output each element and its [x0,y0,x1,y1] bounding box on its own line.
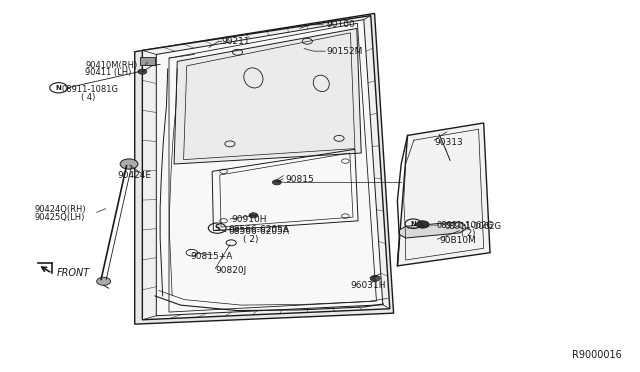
Text: 08911-1081G: 08911-1081G [62,86,119,94]
Text: 90313: 90313 [434,138,463,147]
Circle shape [273,180,282,185]
Text: 90815: 90815 [285,175,314,184]
Polygon shape [135,13,394,324]
Text: R9000016: R9000016 [572,350,621,360]
Circle shape [97,277,111,285]
Text: ( 4): ( 4) [81,93,95,102]
Polygon shape [174,28,361,164]
Text: 90410M(RH): 90410M(RH) [85,61,138,70]
Text: ( 2): ( 2) [243,235,258,244]
Text: 90424E: 90424E [117,170,151,180]
Text: 08566-6205A: 08566-6205A [228,225,290,234]
Polygon shape [399,222,466,238]
Circle shape [249,213,258,218]
Circle shape [138,69,147,74]
Text: N: N [56,85,61,91]
Text: 90815+A: 90815+A [190,252,232,261]
Text: 90820J: 90820J [215,266,246,275]
Text: 90100: 90100 [326,20,355,29]
Polygon shape [156,20,383,316]
Polygon shape [140,57,156,65]
Text: N: N [410,221,416,227]
Text: 90211: 90211 [221,37,250,46]
Text: 08911-1062G: 08911-1062G [444,222,501,231]
Text: 90152M: 90152M [326,46,363,56]
Text: 90411 (LH): 90411 (LH) [85,68,132,77]
Text: 08911-1062G: 08911-1062G [436,221,493,230]
Circle shape [370,275,380,281]
Text: 90B10M: 90B10M [439,237,476,246]
Circle shape [417,221,429,228]
Text: ( 2): ( 2) [461,229,476,238]
Circle shape [120,159,138,169]
Text: 96031H: 96031H [351,281,386,290]
Text: 90425Q(LH): 90425Q(LH) [35,213,85,222]
Text: 08566-6205A: 08566-6205A [228,227,289,236]
Text: FRONT: FRONT [57,268,90,278]
Text: S: S [214,224,220,232]
Polygon shape [142,16,390,320]
Text: 90910H: 90910H [231,215,267,224]
Polygon shape [397,123,490,266]
Text: 90424Q(RH): 90424Q(RH) [35,205,86,214]
